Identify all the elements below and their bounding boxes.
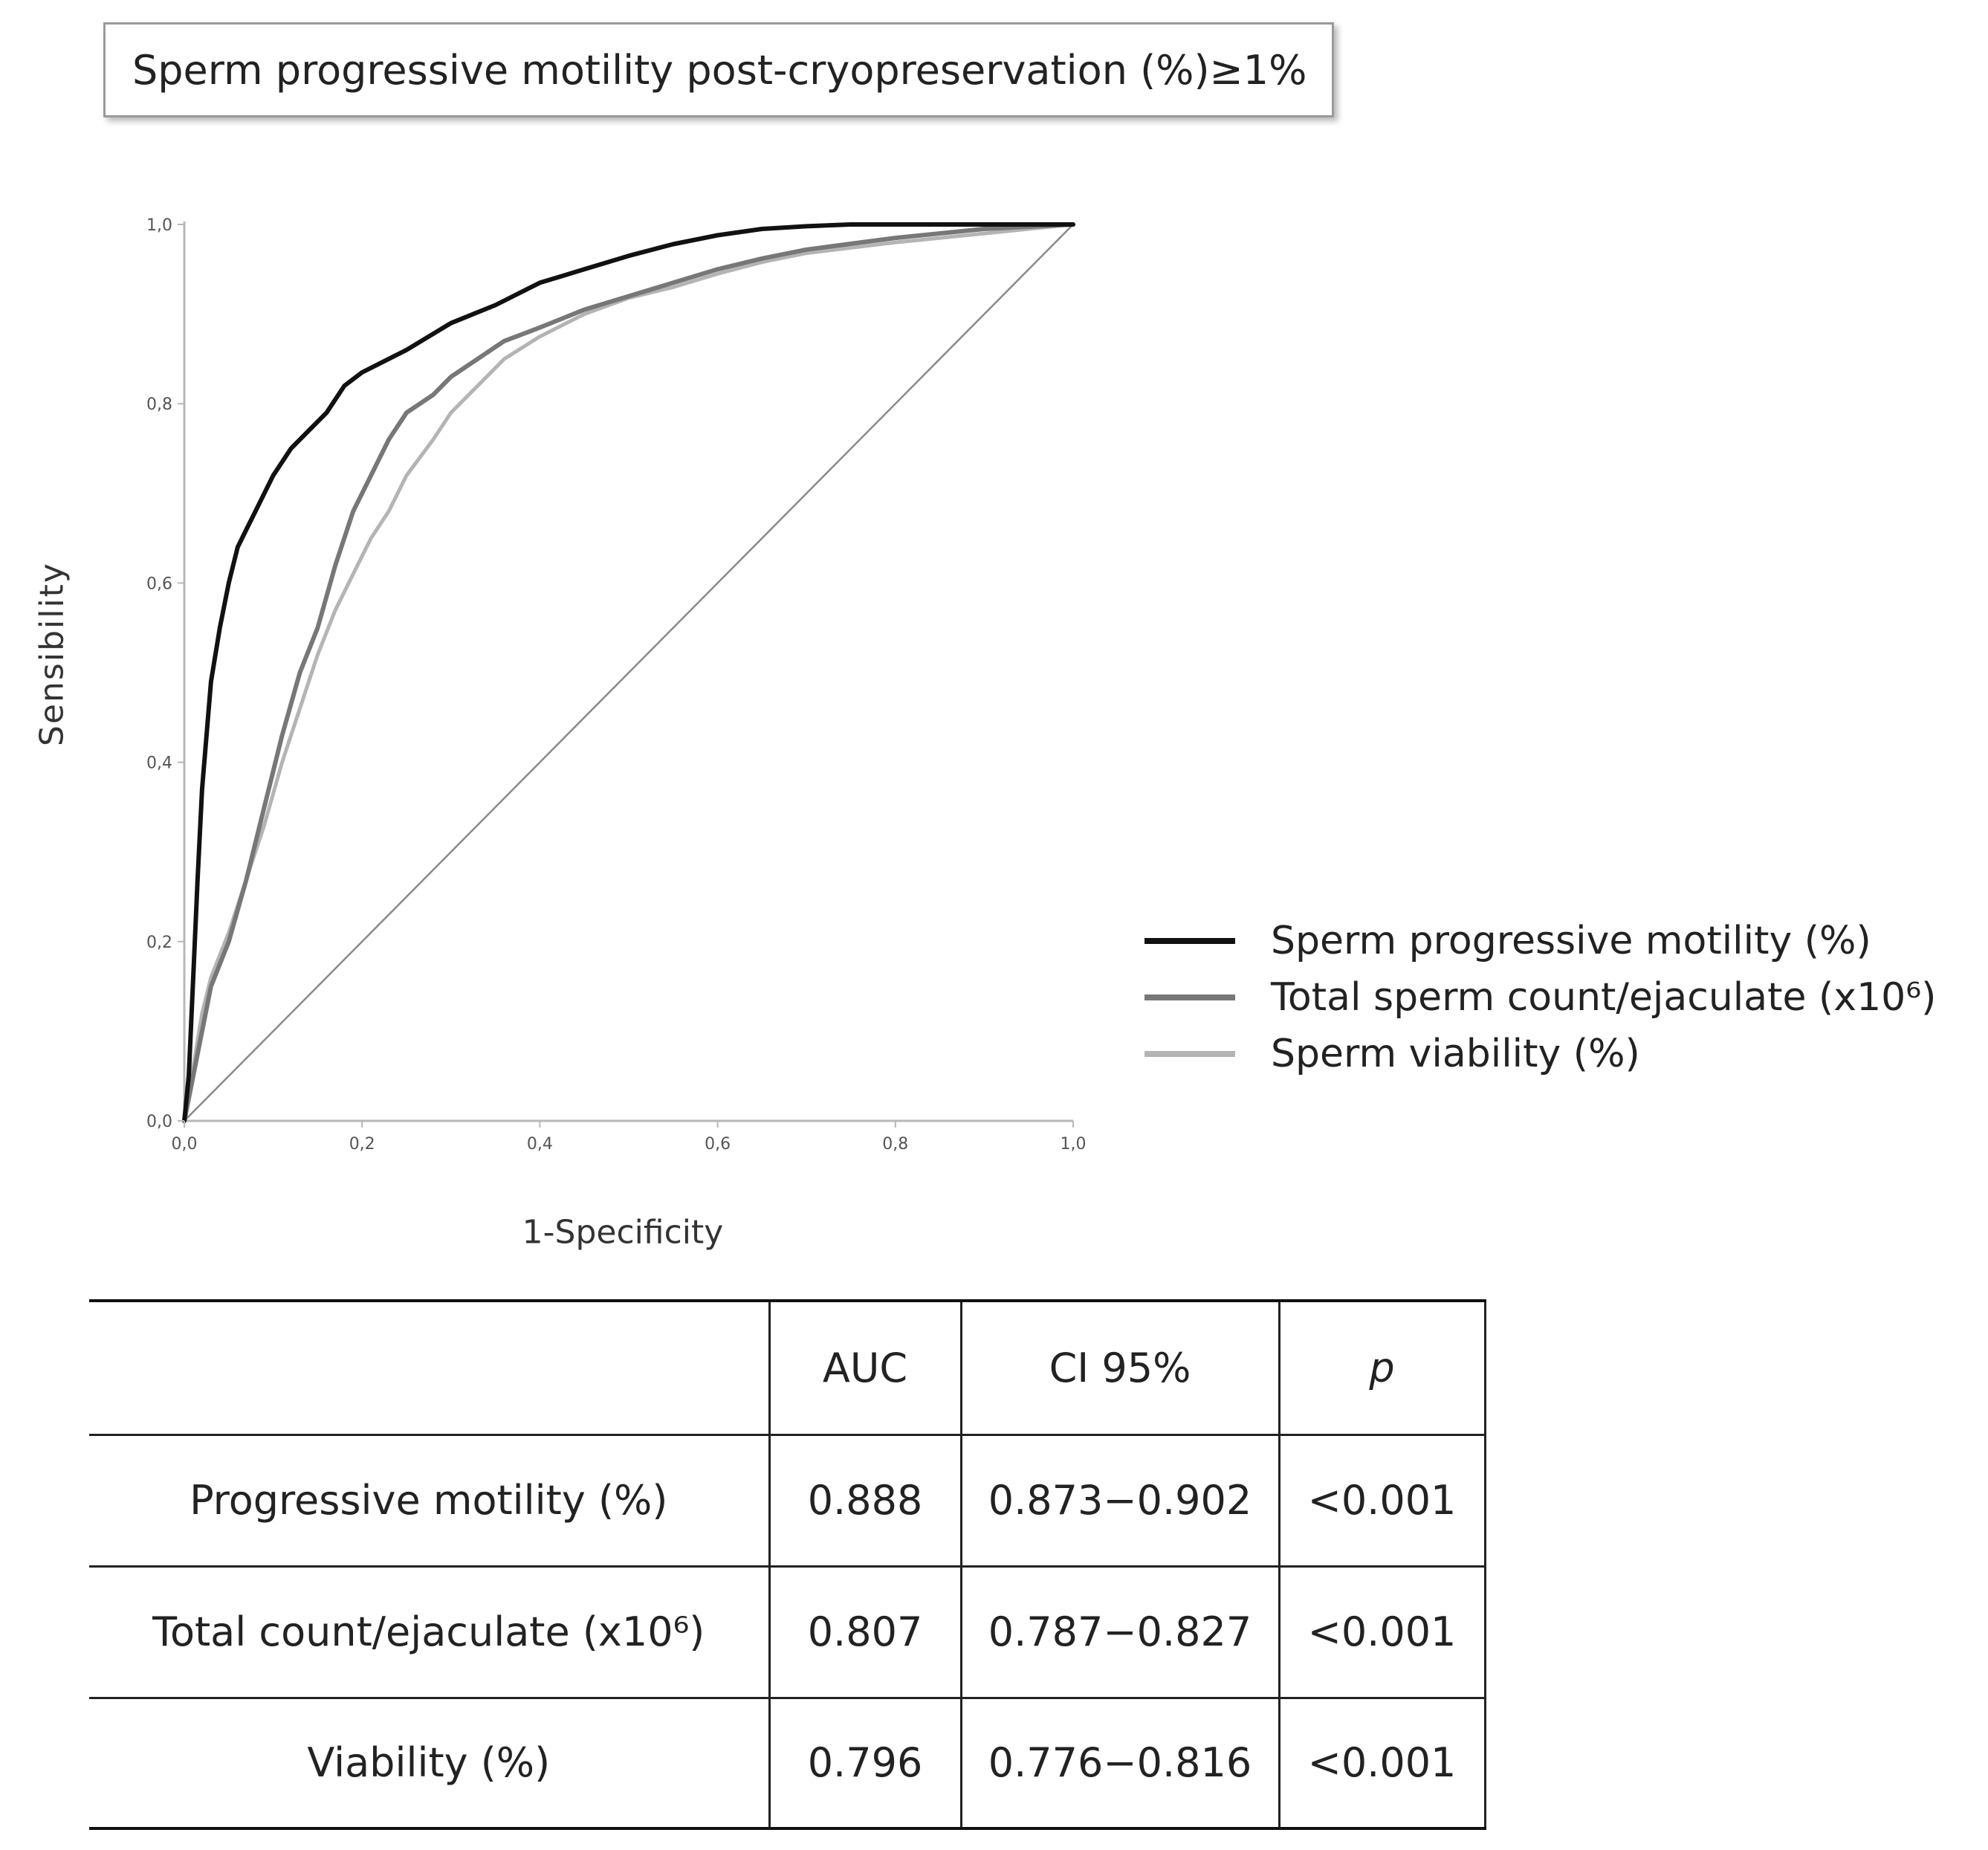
y-tick-label: 1,0 [146,216,172,235]
legend-item-motility: Sperm progressive motility (%) [1144,913,1936,969]
y-tick-label: 0,8 [146,395,172,414]
row-label: Progressive motility (%) [89,1433,771,1568]
x-tick-label: 1,0 [1061,1135,1087,1154]
table-row: Total count/ejaculate (x10⁶) 0.807 0.787… [89,1565,1486,1699]
series-line-progressive-motility [182,222,1075,1123]
x-tick-label: 0,4 [527,1135,553,1154]
legend-label-total-count: Total sperm count/ejaculate (x10⁶) [1271,975,1937,1020]
row-ci: 0.873−0.902 [959,1433,1280,1568]
legend-label-motility: Sperm progressive motility (%) [1271,919,1871,963]
legend-item-total-count: Total sperm count/ejaculate (x10⁶) [1144,969,1936,1026]
row-ci: 0.776−0.816 [959,1696,1280,1830]
y-tick-label: 0,0 [146,1113,172,1131]
row-p: <0.001 [1278,1433,1486,1568]
chart-title: Sperm progressive motility post-cryopres… [103,22,1334,117]
x-tick-label: 0,2 [349,1135,375,1154]
x-tick-label: 0,6 [705,1135,731,1154]
y-tick-label: 0,2 [146,934,172,952]
row-ci: 0.787−0.827 [959,1565,1280,1699]
legend-swatch-motility [1144,938,1235,944]
row-auc: 0.807 [768,1565,962,1699]
y-tick-label: 0,4 [146,754,172,773]
table-header-empty [89,1299,771,1436]
series-line-total-count [182,222,1075,1123]
x-tick-label: 0,0 [172,1135,198,1154]
x-axis-title: 1-Specificity [522,1213,724,1252]
table-row: Progressive motility (%) 0.888 0.873−0.9… [89,1433,1486,1568]
legend-item-viability: Sperm viability (%) [1144,1026,1936,1082]
row-auc: 0.888 [768,1433,962,1568]
table-header-p: p [1278,1299,1486,1436]
legend-swatch-total-count [1144,994,1235,1000]
legend-swatch-viability [1144,1051,1235,1057]
y-axis-title: Sensibility [33,562,71,746]
table-row: Viability (%) 0.796 0.776−0.816 <0.001 [89,1696,1486,1830]
table-header-ci: CI 95% [959,1299,1280,1436]
row-p: <0.001 [1278,1696,1486,1830]
table-header-row: AUC CI 95% p [89,1299,1486,1436]
row-label: Total count/ejaculate (x10⁶) [89,1565,771,1699]
x-tick-label: 0,8 [882,1135,908,1154]
reference-diagonal [184,224,1074,1122]
auc-table: AUC CI 95% p Progressive motility (%) 0.… [89,1299,1486,1830]
legend-label-viability: Sperm viability (%) [1271,1032,1640,1076]
chart-title-text: Sperm progressive motility post-cryopres… [132,46,1307,94]
roc-plot: 0,0 0,2 0,4 0,6 0,8 1,0 0,0 0,2 0,4 0,6 0,8 1,0 [146,216,1087,1154]
row-p: <0.001 [1278,1565,1486,1699]
table-header-auc: AUC [768,1299,962,1436]
row-label: Viability (%) [89,1696,771,1830]
legend: Sperm progressive motility (%) Total spe… [1144,913,1936,1082]
row-auc: 0.796 [768,1696,962,1830]
y-tick-label: 0,6 [146,575,172,593]
